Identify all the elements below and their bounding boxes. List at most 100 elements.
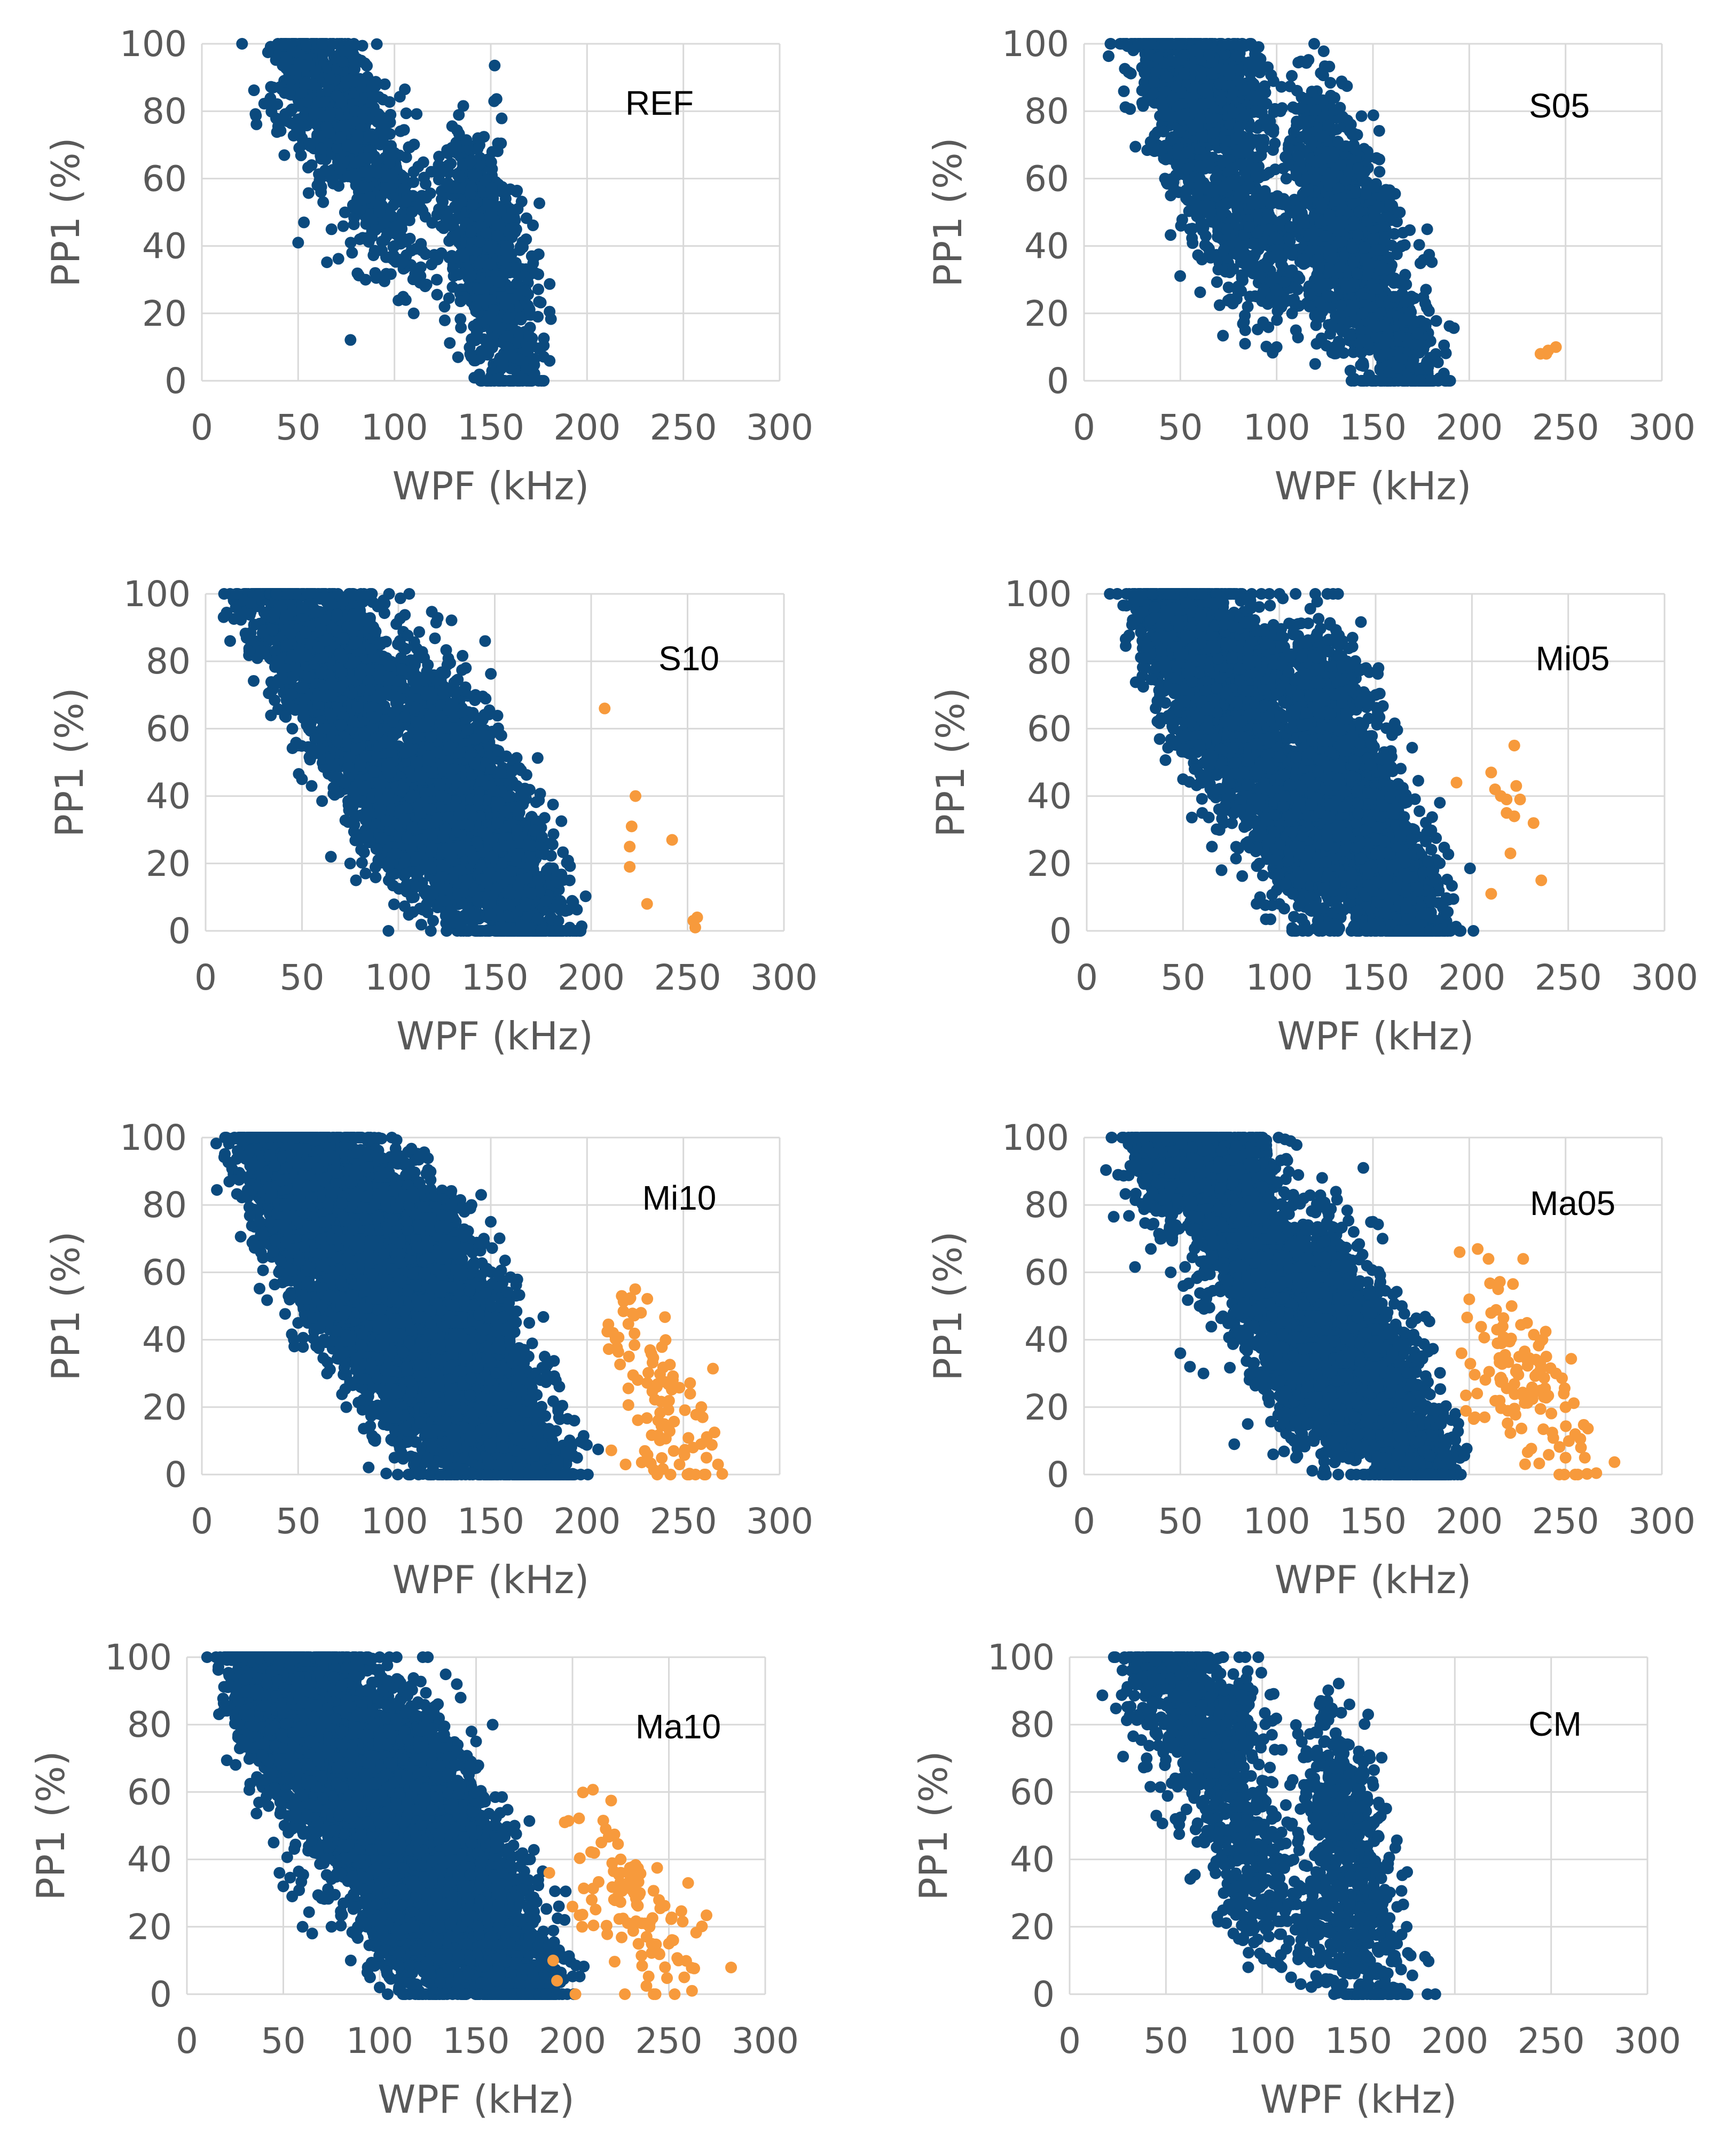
data-point xyxy=(394,91,406,103)
data-point xyxy=(442,177,454,189)
data-point xyxy=(491,93,503,105)
data-point xyxy=(287,64,299,76)
y-tick-label: 100 xyxy=(1002,23,1069,65)
x-tick-label: 50 xyxy=(276,407,320,448)
data-point xyxy=(271,98,283,110)
data-point xyxy=(316,38,328,50)
data-point xyxy=(449,231,461,242)
data-point xyxy=(420,178,431,190)
data-point xyxy=(315,143,327,154)
data-point xyxy=(435,167,447,178)
data-point xyxy=(1165,229,1176,241)
data-point xyxy=(404,142,415,153)
x-tick-label: 300 xyxy=(1628,407,1696,448)
data-point xyxy=(444,337,456,349)
data-point xyxy=(492,230,504,241)
data-point xyxy=(385,268,397,280)
data-point xyxy=(320,121,332,133)
data-point xyxy=(475,375,486,387)
data-point xyxy=(521,213,532,224)
y-tick-label: 0 xyxy=(164,360,187,402)
data-point xyxy=(431,289,443,301)
data-point xyxy=(458,250,470,262)
data-point xyxy=(530,267,541,279)
data-point xyxy=(484,258,496,270)
data-point xyxy=(398,124,410,136)
data-point xyxy=(492,145,504,157)
data-point xyxy=(453,109,465,121)
data-point xyxy=(302,162,314,174)
data-point xyxy=(485,156,497,168)
data-point xyxy=(439,315,451,326)
x-tick-label: 0 xyxy=(1073,407,1095,448)
data-point xyxy=(528,359,540,371)
data-point xyxy=(295,87,307,99)
data-point xyxy=(349,157,361,169)
data-point xyxy=(525,375,537,387)
data-point xyxy=(474,257,485,269)
data-point xyxy=(262,46,274,58)
data-point xyxy=(420,211,431,223)
data-point xyxy=(532,284,544,295)
data-point xyxy=(536,375,547,387)
data-point xyxy=(278,150,290,161)
data-point xyxy=(390,221,402,232)
data-point xyxy=(373,91,384,103)
data-point xyxy=(360,152,372,163)
data-point xyxy=(331,90,342,101)
data-point xyxy=(319,111,331,122)
data-point xyxy=(545,313,557,325)
data-point xyxy=(372,116,383,128)
data-point xyxy=(488,304,499,316)
data-point xyxy=(454,295,466,307)
data-point xyxy=(431,254,443,265)
data-point xyxy=(520,285,531,296)
data-point xyxy=(357,193,368,205)
y-tick-label: 60 xyxy=(1024,158,1069,199)
data-point xyxy=(489,60,500,72)
data-point xyxy=(486,208,498,219)
data-point xyxy=(336,56,348,67)
data-point xyxy=(298,216,310,228)
data-point xyxy=(341,45,352,57)
data-point xyxy=(317,197,329,208)
data-point xyxy=(397,232,409,244)
data-point xyxy=(538,332,550,344)
data-point xyxy=(407,273,419,285)
data-point xyxy=(406,206,418,218)
data-point xyxy=(248,84,260,96)
data-point xyxy=(499,299,511,310)
data-point xyxy=(431,274,443,286)
data-point xyxy=(544,355,555,367)
data-point xyxy=(523,303,535,315)
data-point xyxy=(369,245,381,256)
data-point xyxy=(523,330,535,342)
data-point xyxy=(419,280,431,292)
data-point xyxy=(460,134,472,146)
y-tick-label: 0 xyxy=(1047,360,1069,402)
data-point xyxy=(346,247,358,258)
data-point xyxy=(452,351,464,363)
data-point xyxy=(321,256,333,268)
data-point xyxy=(465,270,477,281)
x-tick-label: 150 xyxy=(1339,407,1407,448)
data-point xyxy=(333,253,344,265)
data-point xyxy=(371,38,383,50)
data-point xyxy=(373,167,384,178)
data-point xyxy=(349,75,360,87)
data-point xyxy=(478,131,490,143)
data-point xyxy=(319,164,331,176)
data-point xyxy=(444,144,456,155)
data-point xyxy=(533,198,545,209)
x-tick-label: 100 xyxy=(361,407,428,448)
data-point xyxy=(349,105,361,117)
data-point xyxy=(454,313,466,325)
scatter-panel-ref: 0204060801000 50 100 150 200 250 300WPF (kHz)P… xyxy=(43,23,813,508)
data-point xyxy=(494,276,506,288)
data-point xyxy=(309,108,320,120)
data-point xyxy=(465,155,476,167)
data-point xyxy=(366,80,378,91)
data-point xyxy=(446,120,458,132)
data-point xyxy=(485,375,497,387)
data-point xyxy=(279,87,291,99)
